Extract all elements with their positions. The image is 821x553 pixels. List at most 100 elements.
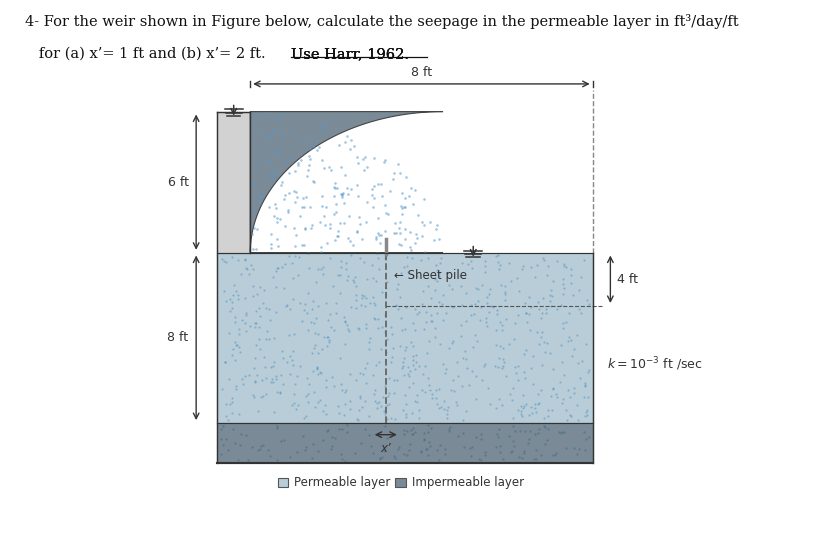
Point	[396, 210, 409, 218]
Point	[421, 373, 434, 382]
Point	[300, 309, 314, 318]
Point	[567, 444, 580, 452]
Point	[214, 424, 227, 433]
Point	[252, 322, 265, 331]
Point	[380, 401, 393, 410]
Point	[271, 115, 284, 124]
Point	[360, 162, 373, 171]
Point	[479, 451, 492, 460]
Point	[388, 219, 401, 228]
Point	[507, 334, 521, 343]
Point	[338, 218, 351, 227]
Bar	[396, 478, 406, 487]
Point	[397, 203, 410, 212]
Point	[299, 224, 312, 233]
Point	[367, 293, 380, 301]
Point	[507, 441, 521, 450]
Point	[508, 319, 521, 327]
Point	[404, 440, 417, 448]
Point	[379, 208, 392, 217]
Point	[554, 300, 567, 309]
Text: Use Harr, 1962.: Use Harr, 1962.	[291, 47, 410, 61]
Point	[351, 227, 364, 236]
Point	[302, 264, 315, 273]
Point	[401, 450, 414, 459]
Point	[291, 448, 304, 457]
Point	[254, 444, 267, 453]
Point	[332, 227, 345, 236]
Point	[335, 379, 348, 388]
Point	[339, 399, 352, 408]
Point	[223, 294, 236, 303]
Point	[282, 207, 295, 216]
Point	[342, 272, 355, 280]
Point	[376, 453, 389, 462]
Point	[284, 352, 297, 361]
Point	[332, 401, 345, 410]
Point	[316, 192, 329, 201]
Point	[469, 395, 482, 404]
Point	[369, 300, 382, 309]
Point	[388, 389, 401, 398]
Point	[239, 371, 252, 380]
Point	[301, 248, 314, 257]
Point	[540, 338, 553, 347]
Point	[270, 264, 283, 273]
Point	[302, 152, 315, 160]
Point	[355, 439, 368, 448]
Point	[467, 310, 480, 319]
Point	[354, 254, 367, 263]
Point	[445, 284, 458, 293]
Point	[333, 288, 346, 297]
Point	[262, 159, 275, 168]
Point	[256, 392, 269, 400]
Point	[489, 404, 502, 413]
Point	[557, 319, 570, 328]
Point	[359, 397, 372, 405]
Point	[277, 379, 290, 388]
Point	[575, 273, 588, 281]
Point	[545, 292, 558, 301]
Point	[343, 212, 356, 221]
Point	[492, 251, 505, 260]
Point	[429, 385, 443, 394]
Point	[328, 325, 341, 334]
Point	[285, 125, 298, 134]
Point	[246, 390, 259, 399]
Point	[529, 404, 542, 413]
Point	[447, 387, 461, 396]
Point	[250, 307, 263, 316]
Text: Impermeable layer: Impermeable layer	[412, 476, 524, 489]
Point	[405, 337, 418, 346]
Point	[231, 341, 244, 350]
Point	[347, 142, 360, 150]
Point	[430, 394, 443, 403]
Point	[400, 261, 413, 270]
Point	[460, 363, 473, 372]
Point	[368, 181, 381, 190]
Point	[351, 415, 365, 424]
Point	[578, 411, 591, 420]
Point	[456, 259, 469, 268]
Point	[395, 189, 408, 197]
Point	[409, 230, 422, 239]
Point	[290, 193, 303, 202]
Point	[228, 312, 241, 321]
Point	[571, 416, 585, 425]
Point	[481, 299, 494, 307]
Point	[459, 406, 472, 415]
Point	[578, 446, 591, 455]
Point	[301, 397, 314, 406]
Point	[399, 413, 412, 421]
Point	[235, 430, 248, 439]
Point	[297, 306, 310, 315]
Point	[239, 431, 252, 440]
Point	[288, 379, 301, 388]
Point	[281, 358, 294, 367]
Point	[403, 382, 416, 391]
Point	[247, 223, 260, 232]
Point	[268, 169, 281, 178]
Point	[259, 389, 273, 398]
Point	[278, 259, 291, 268]
Point	[538, 422, 551, 431]
